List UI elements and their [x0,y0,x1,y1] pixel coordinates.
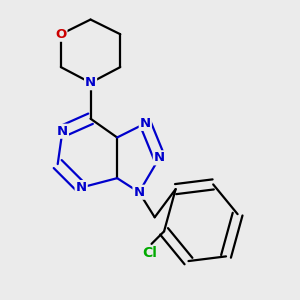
Text: O: O [55,28,67,41]
Text: N: N [76,181,87,194]
Text: N: N [57,125,68,138]
Text: N: N [140,117,151,130]
Text: N: N [134,186,145,199]
Text: N: N [85,76,96,89]
Text: N: N [154,151,165,164]
Text: Cl: Cl [142,246,158,260]
